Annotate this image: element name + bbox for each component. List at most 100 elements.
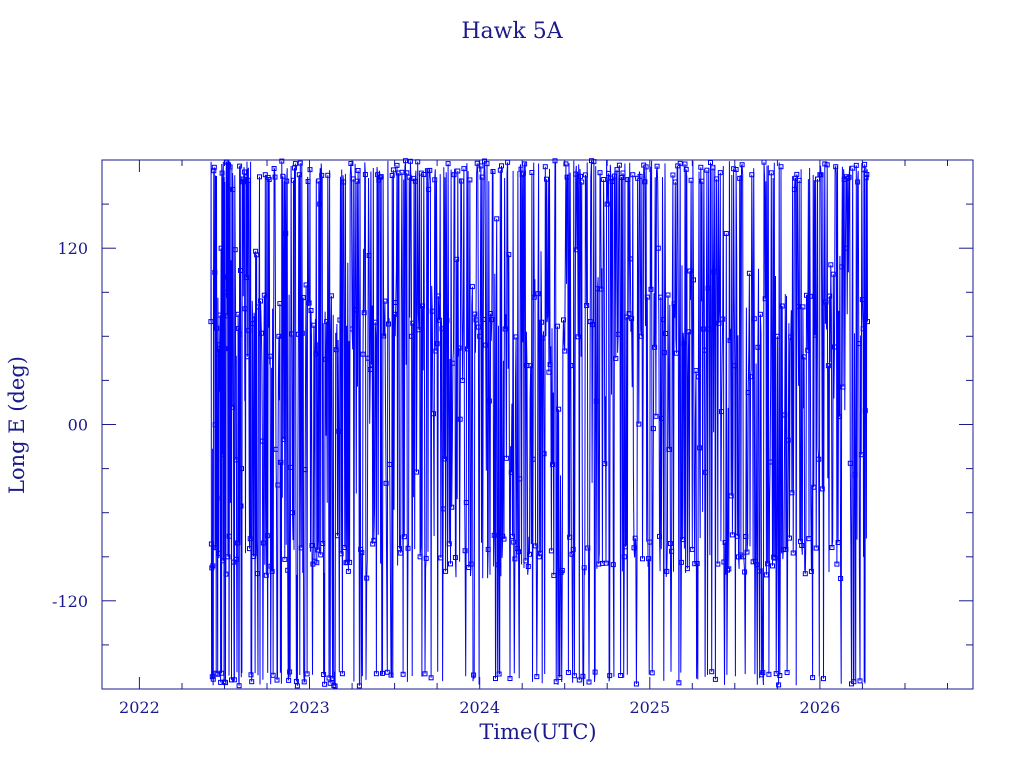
data-point — [263, 572, 269, 578]
data-point — [320, 541, 326, 546]
data-point — [317, 201, 323, 207]
data-point — [219, 170, 225, 176]
data-point — [223, 571, 229, 577]
data-point — [354, 178, 360, 184]
data-point — [774, 333, 780, 339]
data-point — [650, 426, 656, 432]
data-point — [208, 319, 214, 325]
data-point — [224, 313, 230, 319]
data-point — [232, 247, 238, 253]
data-point — [830, 271, 836, 277]
data-point — [251, 554, 257, 559]
data-point — [330, 676, 336, 681]
data-point — [496, 671, 502, 677]
data-point — [570, 546, 576, 552]
data-point — [659, 415, 665, 421]
data-point — [584, 303, 590, 308]
data-point — [771, 554, 777, 560]
data-point — [710, 165, 716, 171]
data-point — [308, 308, 314, 313]
data-point — [337, 317, 343, 323]
data-point — [271, 166, 277, 171]
data-point — [606, 170, 611, 176]
data-point — [333, 347, 339, 353]
data-point — [480, 316, 486, 322]
data-point — [751, 316, 757, 322]
data-point — [414, 469, 419, 475]
data-point — [788, 334, 794, 340]
y-tick-label: -120 — [52, 592, 88, 611]
data-point — [784, 670, 790, 675]
data-point — [808, 568, 814, 574]
data-point — [714, 176, 720, 182]
data-point — [545, 311, 551, 317]
data-point — [390, 167, 396, 173]
data-point — [299, 330, 305, 336]
data-point — [712, 676, 718, 682]
data-point — [709, 669, 715, 675]
data-point — [643, 164, 649, 170]
data-point — [261, 292, 267, 298]
data-point — [300, 295, 306, 301]
data-point — [279, 158, 285, 164]
data-point — [646, 556, 652, 562]
data-point — [819, 486, 825, 492]
data-point — [471, 672, 477, 678]
data-point — [693, 368, 699, 374]
data-point — [839, 264, 845, 270]
data-point — [744, 549, 750, 555]
data-point — [289, 331, 295, 337]
data-point — [290, 510, 295, 516]
data-point — [407, 158, 413, 164]
data-point — [387, 461, 393, 467]
data-point — [801, 354, 807, 360]
data-point — [678, 559, 684, 565]
data-point — [323, 356, 329, 362]
data-point — [637, 173, 643, 179]
data-point — [672, 179, 678, 185]
data-point — [727, 337, 733, 343]
data-point — [468, 561, 474, 567]
data-point — [512, 556, 518, 562]
data-point — [210, 563, 216, 569]
data-point — [511, 539, 517, 545]
data-point — [706, 326, 712, 332]
data-point — [626, 311, 632, 317]
data-point — [229, 404, 235, 410]
data-point — [439, 326, 445, 332]
data-point — [328, 293, 334, 299]
data-point — [411, 175, 417, 181]
data-point — [579, 179, 585, 185]
data-point — [767, 459, 773, 465]
data-point — [502, 326, 508, 332]
data-point — [248, 672, 254, 678]
data-point — [287, 669, 293, 675]
data-point — [703, 469, 709, 475]
data-point — [816, 456, 822, 462]
data-point — [598, 286, 604, 292]
data-point — [568, 363, 574, 369]
data-point — [610, 562, 616, 568]
data-point — [277, 301, 283, 307]
data-point — [244, 275, 250, 281]
data-point — [278, 459, 284, 465]
x-tick-label: 2024 — [459, 698, 500, 717]
data-point — [367, 367, 373, 372]
data-point — [633, 681, 639, 687]
data-point — [699, 178, 705, 184]
data-point — [467, 177, 473, 183]
data-point — [355, 168, 361, 173]
data-point — [406, 174, 412, 180]
data-point — [514, 546, 520, 552]
data-point — [231, 559, 237, 565]
data-point — [658, 294, 664, 300]
data-point — [272, 174, 278, 180]
data-point — [657, 533, 662, 539]
data-point — [489, 317, 495, 323]
data-point — [777, 673, 783, 678]
data-point — [262, 172, 268, 178]
data-point — [842, 245, 848, 251]
data-point — [338, 551, 344, 557]
data-point — [399, 169, 405, 175]
data-point — [258, 298, 263, 304]
